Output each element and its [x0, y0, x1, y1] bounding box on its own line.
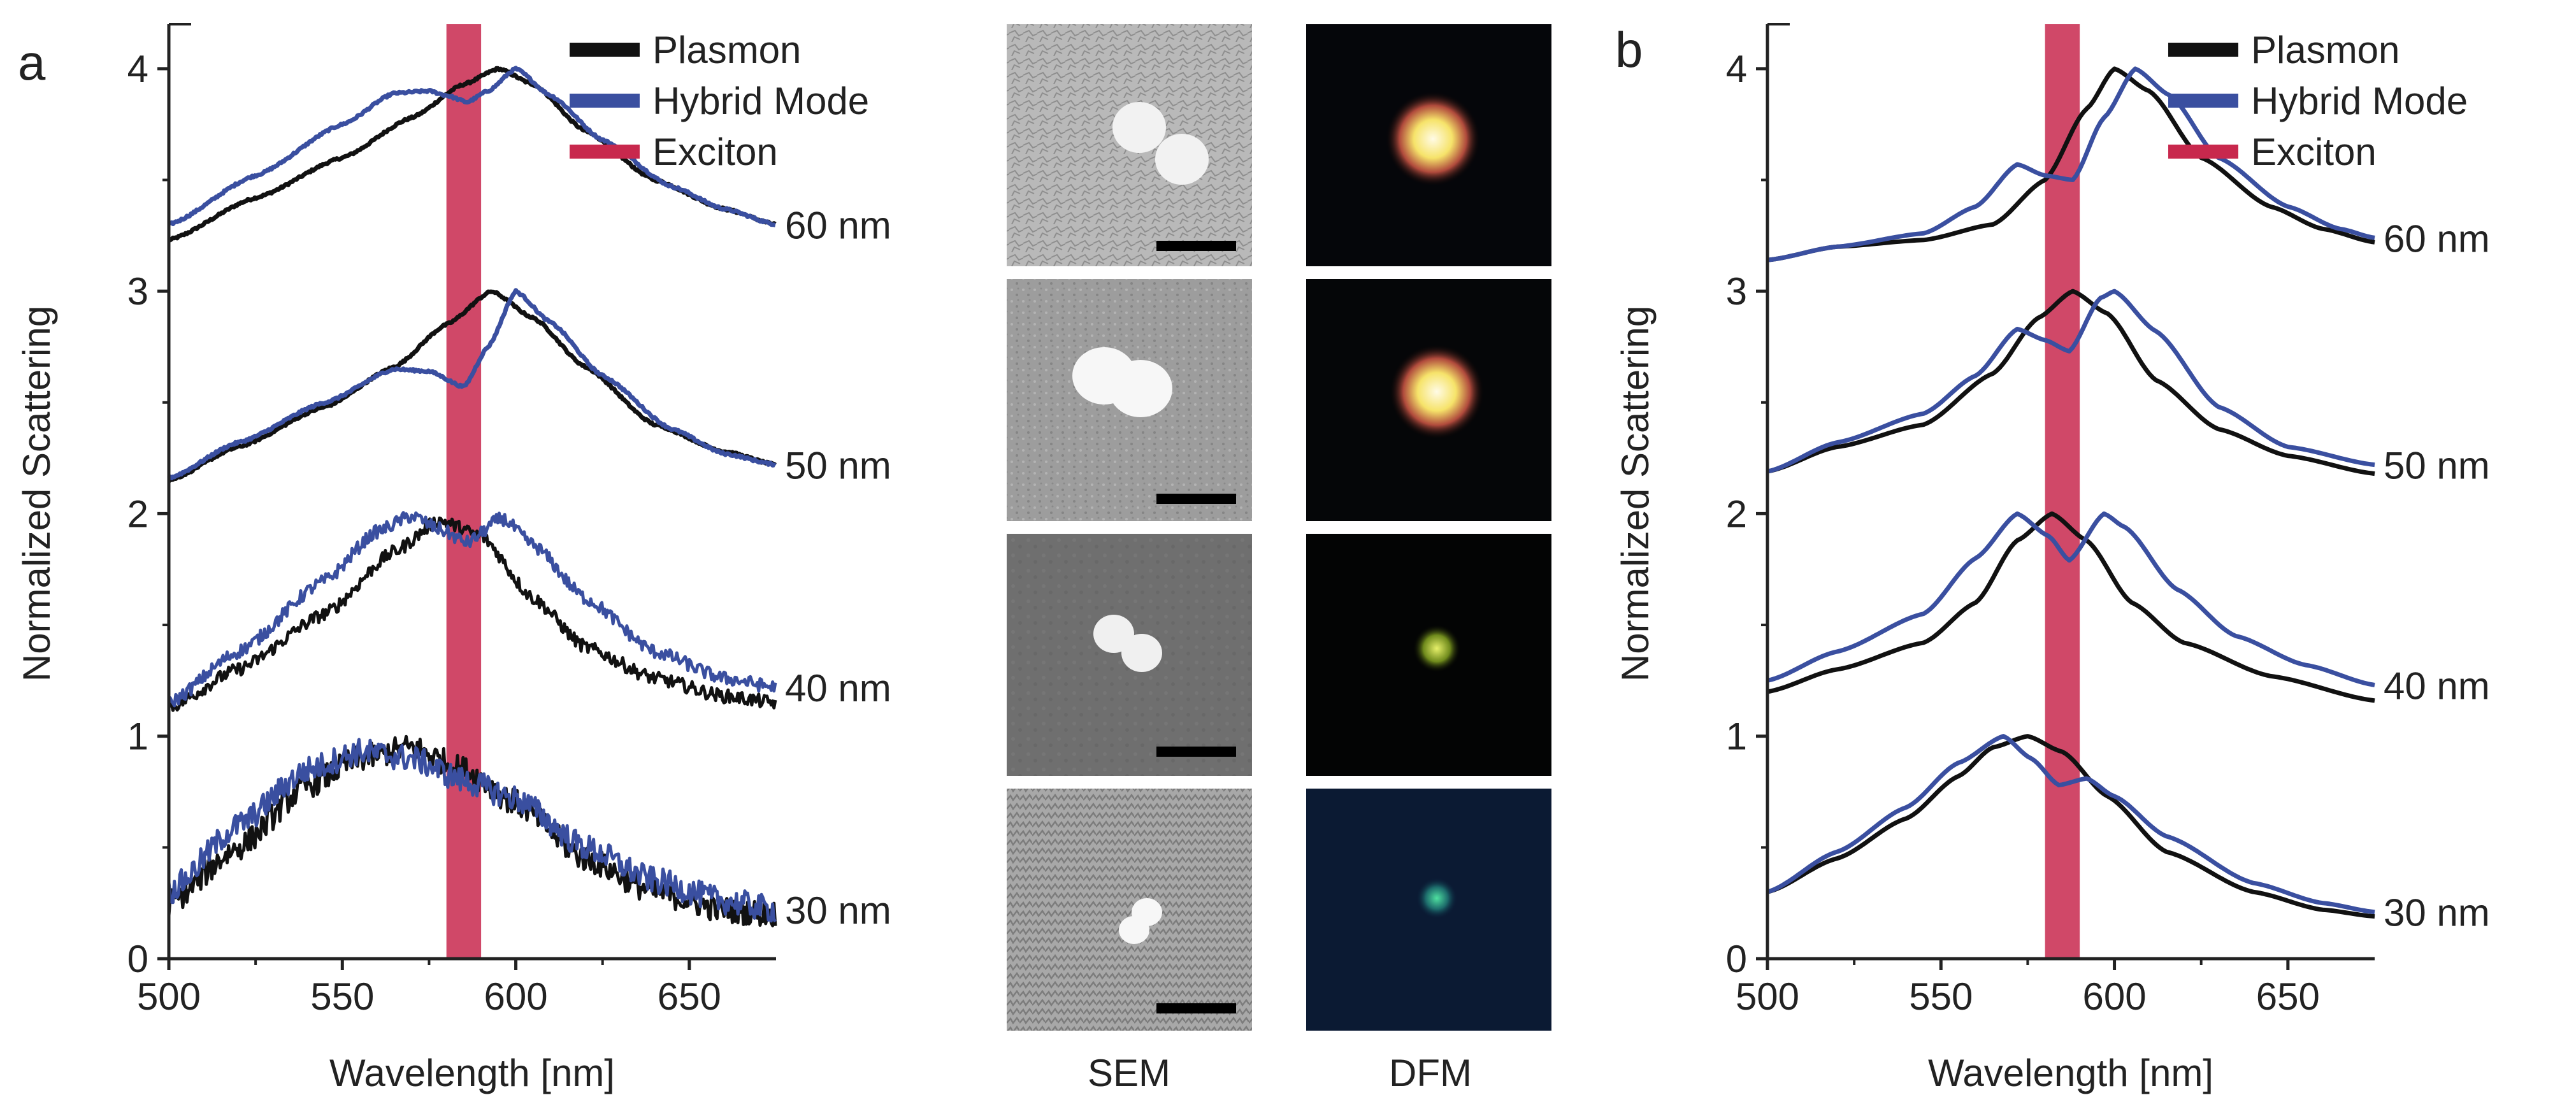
y-tick-label-b: 3 [1726, 270, 1747, 313]
plasmon-line-50nm-a [167, 289, 777, 483]
chart-panel-a: 500 550 600 650 0 1 2 3 4 60 nm 50 nm 40 nm 30 nm P… [15, 23, 891, 1094]
offset-label-30nm-a: 30 nm [785, 889, 891, 932]
sem-image-4 [1007, 789, 1252, 1031]
x-tick-label-a: 500 [137, 975, 201, 1018]
series-group-a [167, 66, 777, 927]
x-tick-label-a: 650 [658, 975, 721, 1018]
sem-particle-1a [1112, 102, 1166, 153]
legend-b: Plasmon Hybrid Mode Exciton [2168, 29, 2468, 173]
sem-scale-bar-1 [1156, 241, 1236, 251]
hybrid-line-30nm-a [167, 738, 777, 923]
plasmon-line-40nm-a [167, 516, 777, 712]
exciton-band-a [446, 24, 482, 959]
y-tick-label-a: 1 [127, 715, 148, 758]
exciton-band-b [2045, 24, 2080, 959]
x-tick-label-a: 550 [310, 975, 374, 1018]
offset-label-50nm-b: 50 nm [2384, 445, 2490, 487]
plasmon-line-40nm-b [1767, 511, 2375, 703]
legend-label-2-b: Exciton [2251, 131, 2377, 173]
sem-particle-1b [1155, 134, 1209, 185]
offset-labels-a: 60 nm 50 nm 40 nm 30 nm [785, 204, 891, 932]
hybrid-line-40nm-a [168, 511, 777, 708]
sem-column-label: SEM [1088, 1052, 1170, 1094]
y-tick-label-b: 1 [1726, 715, 1747, 758]
hybrid-line-50nm-b [1767, 289, 2375, 474]
hybrid-line-50nm-a [167, 288, 777, 481]
offset-label-40nm-a: 40 nm [785, 667, 891, 710]
dfm-spot-2 [1389, 344, 1485, 440]
legend-label-2-a: Exciton [652, 131, 778, 173]
offset-label-60nm-a: 60 nm [785, 204, 891, 247]
offset-label-40nm-b: 40 nm [2384, 664, 2490, 707]
sem-particle-3a [1093, 615, 1134, 653]
x-axis-title-b: Wavelength [nm] [1928, 1052, 2213, 1094]
series-group-b [1766, 66, 2375, 919]
plasmon-line-30nm-b [1767, 734, 2375, 919]
hybrid-line-60nm-a [168, 66, 777, 227]
legend-a: Plasmon Hybrid Mode Exciton [569, 29, 869, 173]
offset-labels-b: 60 nm 50 nm 40 nm 30 nm [2384, 217, 2490, 934]
y-axis-title-b: Normalized Scattering [1614, 306, 1657, 682]
y-tick-label-b: 2 [1726, 492, 1747, 535]
offset-label-30nm-b: 30 nm [2384, 892, 2490, 934]
ticks-a: 500 550 600 650 0 1 2 3 4 [127, 48, 721, 1018]
y-tick-label-b: 4 [1726, 48, 1747, 90]
y-tick-label-b: 0 [1726, 938, 1747, 980]
x-tick-label-b: 600 [2083, 975, 2147, 1018]
dfm-spot-3 [1413, 624, 1461, 673]
dfm-spot-1 [1385, 91, 1481, 187]
dfm-image-column: DFM [1306, 24, 1551, 1094]
ticks-b: 500 550 600 650 0 1 2 3 4 [1726, 48, 2320, 1018]
y-tick-label-a: 2 [127, 492, 148, 535]
x-tick-label-b: 650 [2256, 975, 2320, 1018]
x-axis-title-a: Wavelength [nm] [329, 1052, 615, 1094]
sem-image-column: SEM [1007, 24, 1252, 1094]
panel-a-label: a [18, 34, 46, 90]
x-tick-label-a: 600 [484, 975, 548, 1018]
y-axis-title-a: Normalized Scattering [15, 306, 58, 682]
offset-label-50nm-a: 50 nm [785, 445, 891, 487]
legend-label-0-b: Plasmon [2251, 29, 2400, 71]
y-tick-label-a: 3 [127, 270, 148, 313]
sem-particle-4b [1119, 916, 1149, 944]
dfm-column-label: DFM [1389, 1052, 1472, 1094]
legend-label-0-a: Plasmon [652, 29, 801, 71]
legend-label-1-b: Hybrid Mode [2251, 80, 2468, 122]
hybrid-line-40nm-b [1767, 511, 2375, 687]
sem-particle-2b [1109, 360, 1172, 417]
plasmon-line-50nm-b [1767, 289, 2375, 476]
y-tick-label-a: 4 [127, 48, 148, 90]
x-tick-label-b: 550 [1909, 975, 1973, 1018]
hybrid-line-30nm-b [1766, 734, 2375, 915]
x-tick-label-b: 500 [1736, 975, 1799, 1018]
dfm-spot-4 [1416, 878, 1457, 919]
y-tick-label-a: 0 [127, 938, 148, 980]
sem-scale-bar-2 [1156, 494, 1236, 504]
plasmon-line-60nm-b [1767, 66, 2375, 262]
sem-particle-3b [1121, 634, 1162, 672]
sem-scale-bar-3 [1156, 747, 1236, 757]
panel-b-label: b [1615, 22, 1643, 78]
offset-label-60nm-b: 60 nm [2384, 217, 2490, 260]
chart-panel-b: 500 550 600 650 0 1 2 3 4 60 nm 50 nm 40 nm 30 nm P… [1614, 23, 2490, 1094]
sem-scale-bar-4 [1156, 1003, 1236, 1013]
legend-label-1-a: Hybrid Mode [652, 80, 869, 122]
hybrid-line-60nm-b [1767, 66, 2375, 262]
